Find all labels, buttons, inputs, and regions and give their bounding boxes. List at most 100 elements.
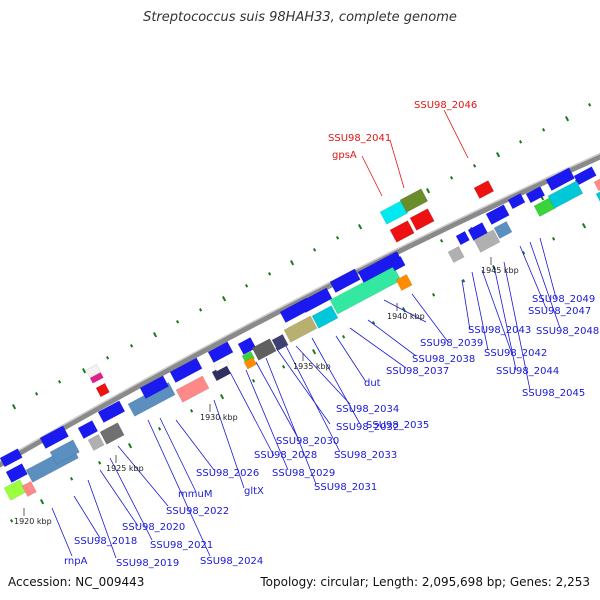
gene-feature[interactable]	[85, 364, 101, 378]
accession-text: Accession: NC_009443	[8, 575, 145, 589]
gene-feature[interactable]	[389, 220, 415, 243]
gene-feature[interactable]	[473, 229, 501, 253]
gene-feature[interactable]	[5, 463, 28, 483]
gene-feature[interactable]	[49, 439, 80, 465]
gene-label[interactable]: SSU98_2039	[420, 338, 483, 349]
gene-feature[interactable]	[87, 434, 105, 451]
gene-label[interactable]: SSU98_2019	[116, 558, 179, 569]
gene-feature[interactable]	[525, 186, 546, 204]
gene-feature[interactable]	[473, 180, 495, 199]
gene-label[interactable]: mmuM	[178, 489, 212, 500]
gene-feature[interactable]	[169, 357, 203, 383]
gc-tick	[439, 239, 444, 243]
gene-label[interactable]: SSU98_2048	[536, 326, 599, 337]
gene-label[interactable]: SSU98_2026	[196, 468, 259, 479]
gc-tick	[357, 224, 363, 230]
gene-feature[interactable]	[139, 375, 169, 399]
gc-tick	[587, 103, 592, 107]
label-connector	[87, 479, 117, 559]
gene-label[interactable]: SSU98_2018	[74, 536, 137, 547]
gene-feature[interactable]	[89, 372, 104, 384]
label-connector	[367, 319, 417, 357]
gene-label[interactable]: gltX	[244, 486, 264, 497]
kbp-label: 1925 kbp	[106, 464, 144, 473]
gene-feature[interactable]	[447, 246, 465, 263]
gene-feature[interactable]	[595, 190, 600, 205]
gene-label[interactable]: SSU98_2021	[150, 540, 213, 551]
gene-feature[interactable]	[493, 221, 513, 239]
gene-label[interactable]: SSU98_2033	[334, 450, 397, 461]
gene-feature[interactable]	[213, 359, 230, 372]
gene-feature[interactable]	[507, 193, 526, 210]
gene-feature[interactable]	[39, 425, 69, 449]
gene-feature[interactable]	[21, 480, 37, 497]
gene-feature[interactable]	[251, 338, 277, 361]
gene-label[interactable]: SSU98_2035	[366, 420, 429, 431]
gc-tick	[268, 272, 272, 276]
gene-feature[interactable]	[409, 208, 435, 231]
gene-feature[interactable]	[357, 251, 403, 283]
gene-label[interactable]: SSU98_2038	[412, 354, 475, 365]
gene-feature[interactable]	[3, 479, 27, 501]
gene-label[interactable]: SSU98_2032	[336, 422, 399, 433]
gene-feature[interactable]	[547, 180, 584, 209]
gene-feature[interactable]	[299, 287, 333, 313]
gene-feature[interactable]	[0, 448, 23, 468]
gene-feature[interactable]	[95, 382, 110, 398]
gene-feature[interactable]	[593, 176, 600, 192]
label-connector	[175, 419, 215, 471]
gene-label[interactable]: SSU98_2041	[328, 133, 391, 144]
gene-label[interactable]: SSU98_2029	[272, 468, 335, 479]
gene-label[interactable]: SSU98_2022	[166, 506, 229, 517]
gene-feature[interactable]	[455, 230, 470, 246]
gene-feature[interactable]	[99, 422, 125, 445]
label-connector	[229, 371, 275, 457]
gc-tick	[82, 368, 87, 374]
gene-label[interactable]: SSU98_2045	[522, 388, 585, 399]
gene-feature[interactable]	[329, 265, 402, 315]
gc-tick	[289, 260, 295, 266]
gene-label[interactable]: SSU98_2024	[200, 556, 263, 567]
gene-feature[interactable]	[97, 400, 126, 423]
gene-label[interactable]: SSU98_2031	[314, 482, 377, 493]
gene-label[interactable]: SSU98_2037	[386, 366, 449, 377]
gene-feature[interactable]	[399, 188, 429, 213]
gene-feature[interactable]	[237, 337, 257, 355]
gene-feature[interactable]	[243, 356, 257, 370]
gene-feature[interactable]	[77, 420, 99, 439]
topology-text: Topology: circular; Length: 2,095,698 bp…	[260, 575, 590, 589]
gene-label[interactable]: SSU98_2020	[122, 522, 185, 533]
gene-label[interactable]: SSU98_2034	[336, 404, 399, 415]
gene-label[interactable]: gpsA	[332, 150, 357, 161]
gene-feature[interactable]	[573, 166, 597, 186]
gene-label[interactable]: SSU98_2047	[528, 306, 591, 317]
gene-feature[interactable]	[545, 167, 575, 191]
gc-tick	[450, 176, 454, 180]
gene-feature[interactable]	[271, 334, 289, 351]
gene-label[interactable]: dut	[364, 378, 381, 389]
label-connector	[147, 419, 211, 557]
label-connector	[295, 345, 351, 405]
gc-tick	[190, 409, 194, 413]
gene-label[interactable]: rnpA	[64, 556, 88, 567]
gene-label[interactable]: SSU98_2044	[496, 366, 559, 377]
gene-feature[interactable]	[395, 274, 413, 291]
label-connector	[361, 155, 383, 197]
kbp-label: 1920 kbp	[14, 517, 52, 526]
gene-label[interactable]: SSU98_2049	[532, 294, 595, 305]
gene-label[interactable]: SSU98_2042	[484, 348, 547, 359]
label-connector	[349, 327, 407, 369]
gene-feature[interactable]	[329, 268, 361, 293]
gene-label[interactable]: SSU98_2030	[276, 436, 339, 447]
gene-label[interactable]: SSU98_2043	[468, 325, 531, 336]
gene-feature[interactable]	[389, 256, 406, 272]
gene-label[interactable]: SSU98_2028	[254, 450, 317, 461]
label-connector	[519, 245, 547, 309]
gene-label[interactable]: SSU98_2046	[414, 100, 477, 111]
gene-feature[interactable]	[175, 375, 210, 403]
gene-feature[interactable]	[311, 305, 339, 329]
gene-feature[interactable]	[485, 204, 510, 225]
gene-feature[interactable]	[283, 315, 318, 343]
gene-feature[interactable]	[207, 341, 234, 363]
